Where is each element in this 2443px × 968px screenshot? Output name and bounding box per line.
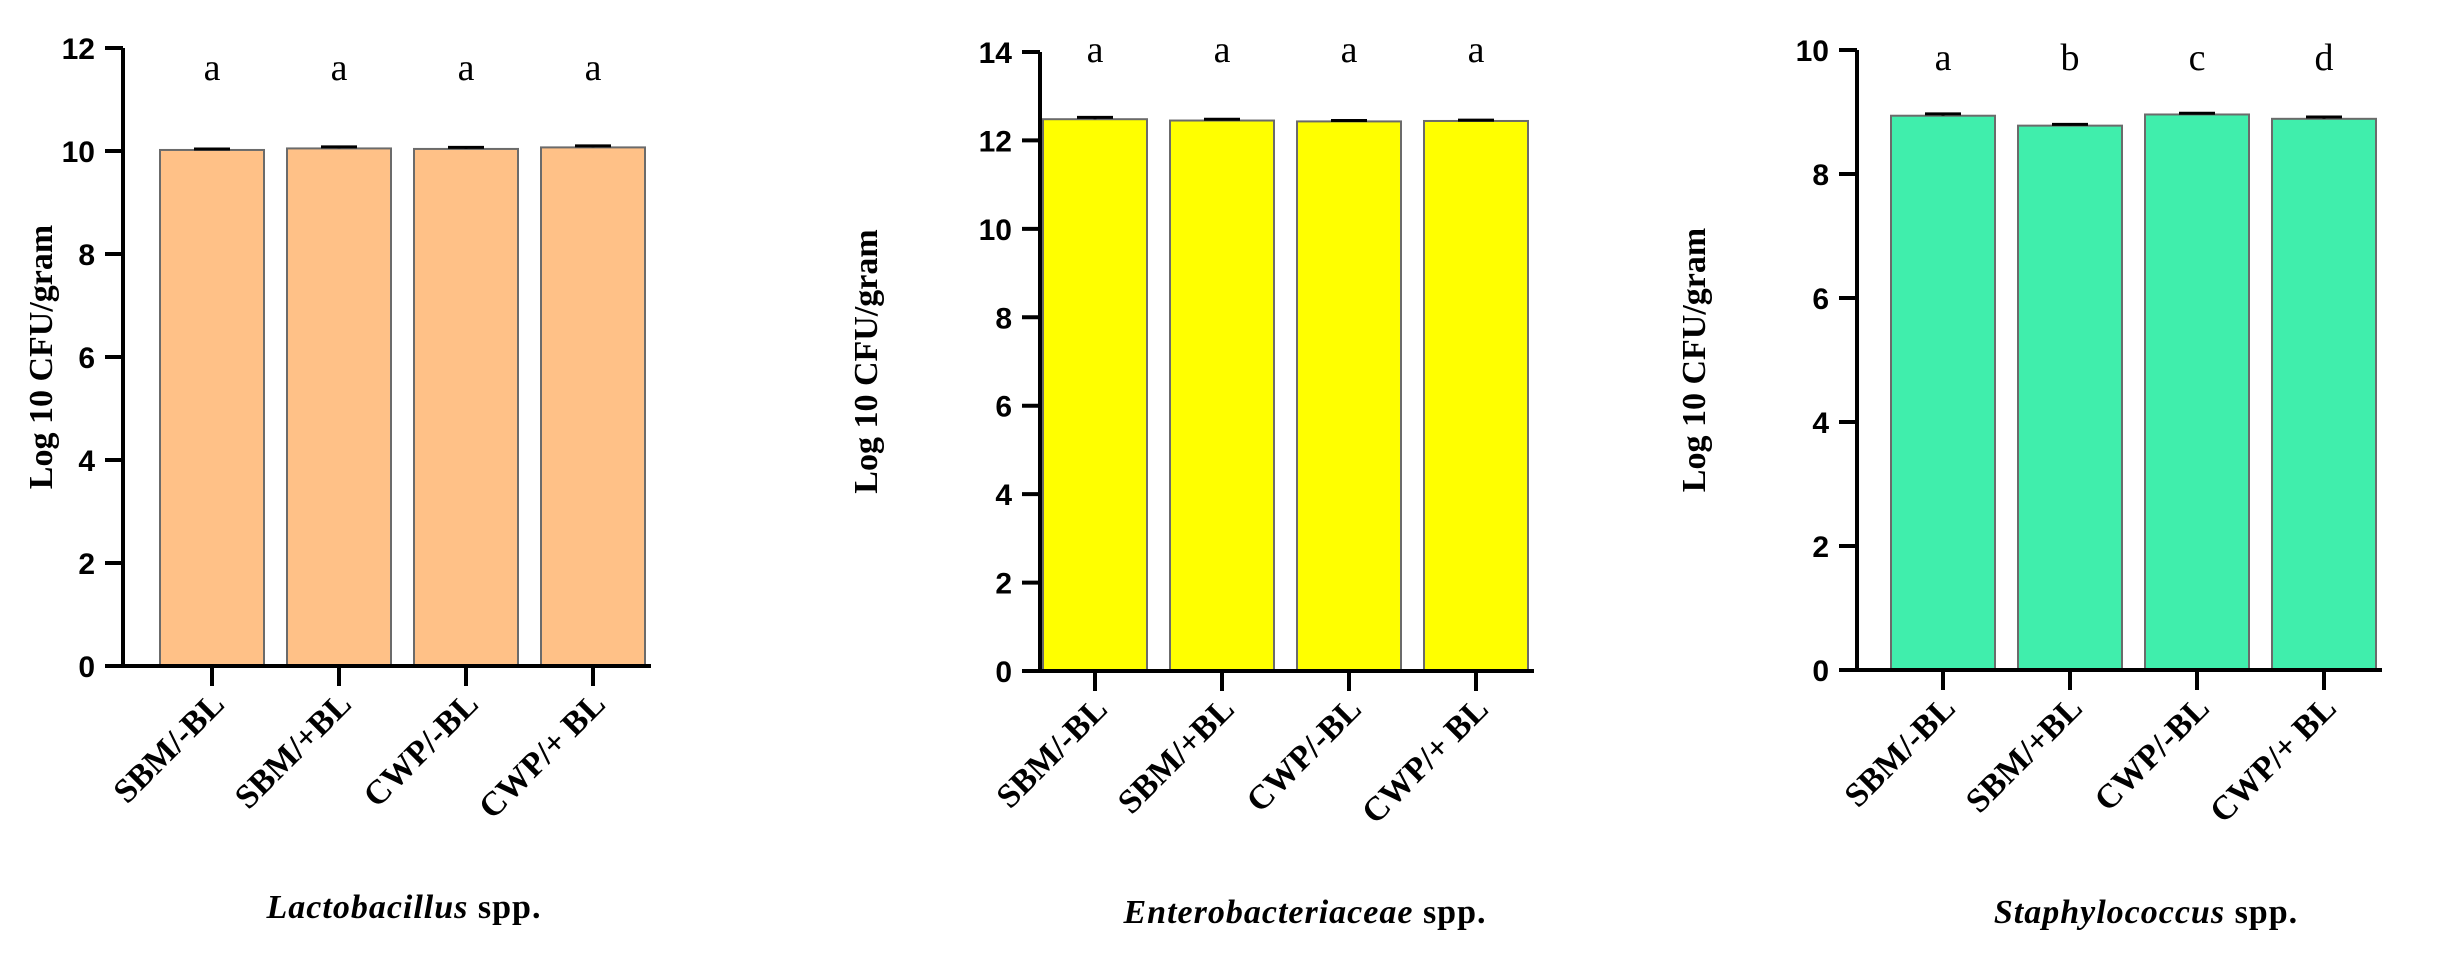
bar-4 bbox=[540, 146, 646, 667]
bar-2 bbox=[286, 147, 392, 668]
bar-4 bbox=[1423, 119, 1529, 672]
y-tick-label: 4 bbox=[995, 479, 1012, 512]
caption-suffix: spp. bbox=[2225, 894, 2298, 931]
significance-letter: a bbox=[204, 47, 221, 89]
significance-letter: a bbox=[585, 47, 602, 89]
y-tick-label: 8 bbox=[78, 239, 95, 272]
significance-letter: a bbox=[1214, 29, 1231, 71]
x-tick-label: SBM/+BL bbox=[1959, 689, 2090, 820]
bar-2 bbox=[2017, 124, 2123, 671]
y-tick-label: 8 bbox=[995, 302, 1012, 335]
y-tick-label: 10 bbox=[979, 214, 1012, 247]
y-tick-label: 12 bbox=[62, 33, 95, 66]
y-tick-label: 0 bbox=[1812, 655, 1829, 688]
y-tick-label: 2 bbox=[995, 568, 1012, 601]
bar-1 bbox=[1042, 118, 1148, 673]
y-tick-label: 0 bbox=[995, 656, 1012, 689]
significance-letter: d bbox=[2315, 37, 2334, 79]
y-tick-label: 6 bbox=[1812, 283, 1829, 316]
y-tick-label: 4 bbox=[1812, 407, 1829, 440]
y-tick-label: 2 bbox=[1812, 531, 1829, 564]
y-tick-label: 0 bbox=[78, 651, 95, 684]
y-tick-label: 4 bbox=[78, 445, 95, 478]
x-tick-label: SBM/-BL bbox=[990, 690, 1115, 815]
y-tick-label: 12 bbox=[979, 125, 1012, 158]
y-tick-label: 10 bbox=[1796, 35, 1829, 68]
y-axis-label: Log 10 CFU/gram bbox=[848, 229, 885, 493]
y-tick-label: 6 bbox=[78, 342, 95, 375]
significance-letter: b bbox=[2061, 37, 2080, 79]
bar-1 bbox=[159, 148, 265, 668]
significance-letter: a bbox=[1087, 29, 1104, 71]
significance-letter: a bbox=[331, 47, 348, 89]
y-tick-label: 14 bbox=[979, 37, 1013, 70]
y-axis-label: Log 10 CFU/gram bbox=[23, 225, 60, 489]
caption-genus: Staphylococcus bbox=[1994, 894, 2225, 931]
bar-2 bbox=[1169, 119, 1275, 672]
bar-3 bbox=[1296, 120, 1402, 672]
bar-3 bbox=[413, 147, 519, 667]
significance-letter: a bbox=[458, 47, 475, 89]
bar-3 bbox=[2144, 113, 2250, 672]
panel-caption: Lactobacillus spp. bbox=[266, 889, 542, 926]
caption-genus: Lactobacillus bbox=[266, 889, 469, 926]
caption-suffix: spp. bbox=[1413, 894, 1486, 931]
x-tick-label: SBM/+BL bbox=[228, 685, 359, 816]
x-tick-label: SBM/-BL bbox=[1838, 689, 1963, 814]
panel-lactobacillus: a SBM/-BL a SBM/+BL a CWP/-BL a CWP/+ BL 0 2 4 6 8 10… bbox=[23, 33, 651, 926]
y-tick-label: 10 bbox=[62, 136, 95, 169]
panel-caption: Staphylococcus spp. bbox=[1994, 894, 2298, 931]
caption-genus: Enterobacteriaceae bbox=[1123, 894, 1414, 931]
significance-letter: a bbox=[1935, 37, 1952, 79]
x-tick-label: CWP/+ BL bbox=[472, 685, 613, 826]
significance-letter: a bbox=[1468, 29, 1485, 71]
y-axis-label: Log 10 CFU/gram bbox=[1676, 228, 1713, 492]
y-tick-label: 2 bbox=[78, 548, 95, 581]
y-tick-label: 6 bbox=[995, 391, 1012, 424]
significance-letter: c bbox=[2189, 37, 2206, 79]
significance-letter: a bbox=[1341, 29, 1358, 71]
y-tick-label: 8 bbox=[1812, 159, 1829, 192]
x-tick-label: SBM/+BL bbox=[1111, 690, 1242, 821]
x-tick-label: CWP/-BL bbox=[2088, 689, 2217, 818]
x-tick-label: CWP/-BL bbox=[1240, 690, 1369, 819]
panel-caption: Enterobacteriaceae spp. bbox=[1123, 894, 1487, 931]
panel-enterobacteriaceae: a SBM/-BL a SBM/+BL a CWP/-BL a CWP/+ BL 0 2 4 6 8 10… bbox=[848, 29, 1534, 931]
caption-suffix: spp. bbox=[468, 889, 541, 926]
bar-4 bbox=[2271, 117, 2377, 671]
x-tick-label: SBM/-BL bbox=[107, 685, 232, 810]
x-tick-label: CWP/-BL bbox=[357, 685, 486, 814]
bar-1 bbox=[1890, 114, 1996, 672]
x-tick-label: CWP/+ BL bbox=[1355, 690, 1496, 831]
panel-staphylococcus: a SBM/-BL b SBM/+BL c CWP/-BL d CWP/+ BL 0 2 4 6 8 10… bbox=[1676, 35, 2382, 931]
x-tick-label: CWP/+ BL bbox=[2203, 689, 2344, 830]
